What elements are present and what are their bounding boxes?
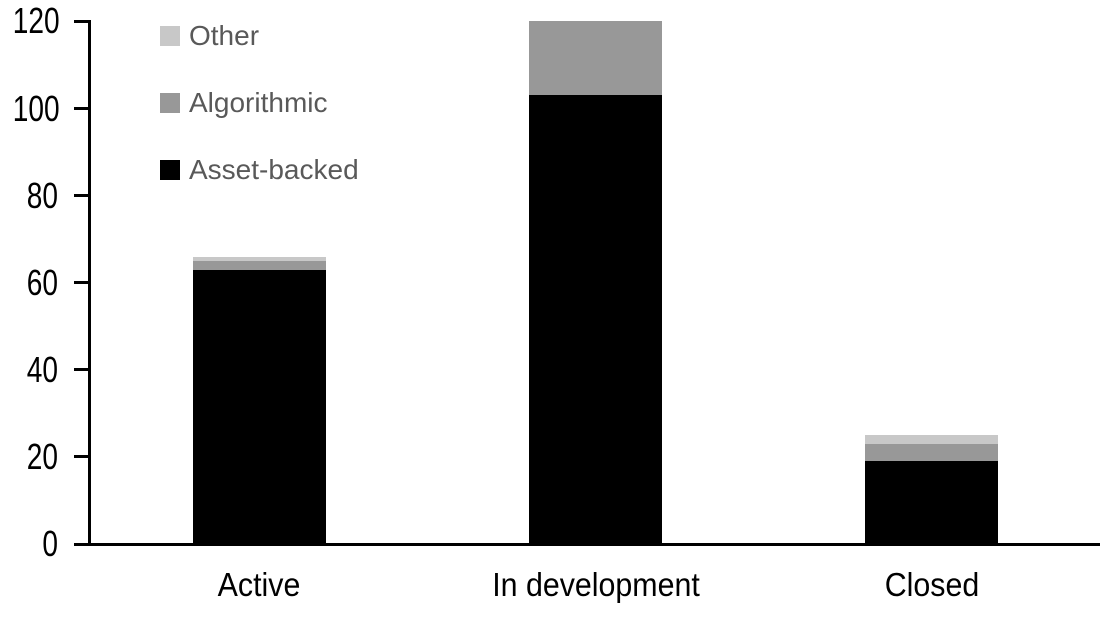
legend-item-algorithmic: Algorithmic <box>160 89 359 117</box>
x-axis-line <box>88 543 1100 546</box>
bar-segment-in-development-asset-backed <box>529 95 662 544</box>
y-tick-label: 80 <box>26 174 58 216</box>
bar-segment-active-other <box>193 257 326 261</box>
y-tick-mark <box>74 455 88 459</box>
bar-segment-closed-algorithmic <box>865 444 998 461</box>
legend-item-other: Other <box>160 22 359 50</box>
y-tick-label: 20 <box>26 435 58 477</box>
legend-label: Asset-backed <box>189 154 359 185</box>
bar-segment-active-asset-backed <box>193 270 326 544</box>
legend-label: Algorithmic <box>189 87 328 118</box>
legend-swatch <box>160 93 180 113</box>
y-tick-mark <box>74 281 88 285</box>
legend-label: Other <box>189 20 260 51</box>
y-tick-label: 120 <box>12 0 60 42</box>
y-tick-mark <box>74 19 88 23</box>
y-tick-mark <box>74 368 88 372</box>
y-axis-line <box>88 20 91 546</box>
y-tick-mark <box>74 194 88 198</box>
x-category-label: Active <box>217 566 301 603</box>
bar-segment-closed-other <box>865 435 998 444</box>
bar-segment-closed-asset-backed <box>865 461 998 544</box>
bar-segment-in-development-algorithmic <box>529 21 662 95</box>
y-tick-label: 60 <box>26 261 58 303</box>
y-tick-label: 0 <box>42 523 58 564</box>
legend-swatch <box>160 26 180 46</box>
y-tick-label: 100 <box>12 87 60 129</box>
legend-item-asset-backed: Asset-backed <box>160 156 359 184</box>
bar-segment-active-algorithmic <box>193 261 326 270</box>
y-tick-mark <box>74 107 88 110</box>
legend-swatch <box>160 160 180 180</box>
x-category-label: Closed <box>884 566 980 603</box>
chart-legend: Other Algorithmic Asset-backed <box>160 22 359 184</box>
y-tick-label: 40 <box>26 348 58 390</box>
y-tick-mark <box>74 542 88 546</box>
x-category-label: In development <box>492 566 700 603</box>
